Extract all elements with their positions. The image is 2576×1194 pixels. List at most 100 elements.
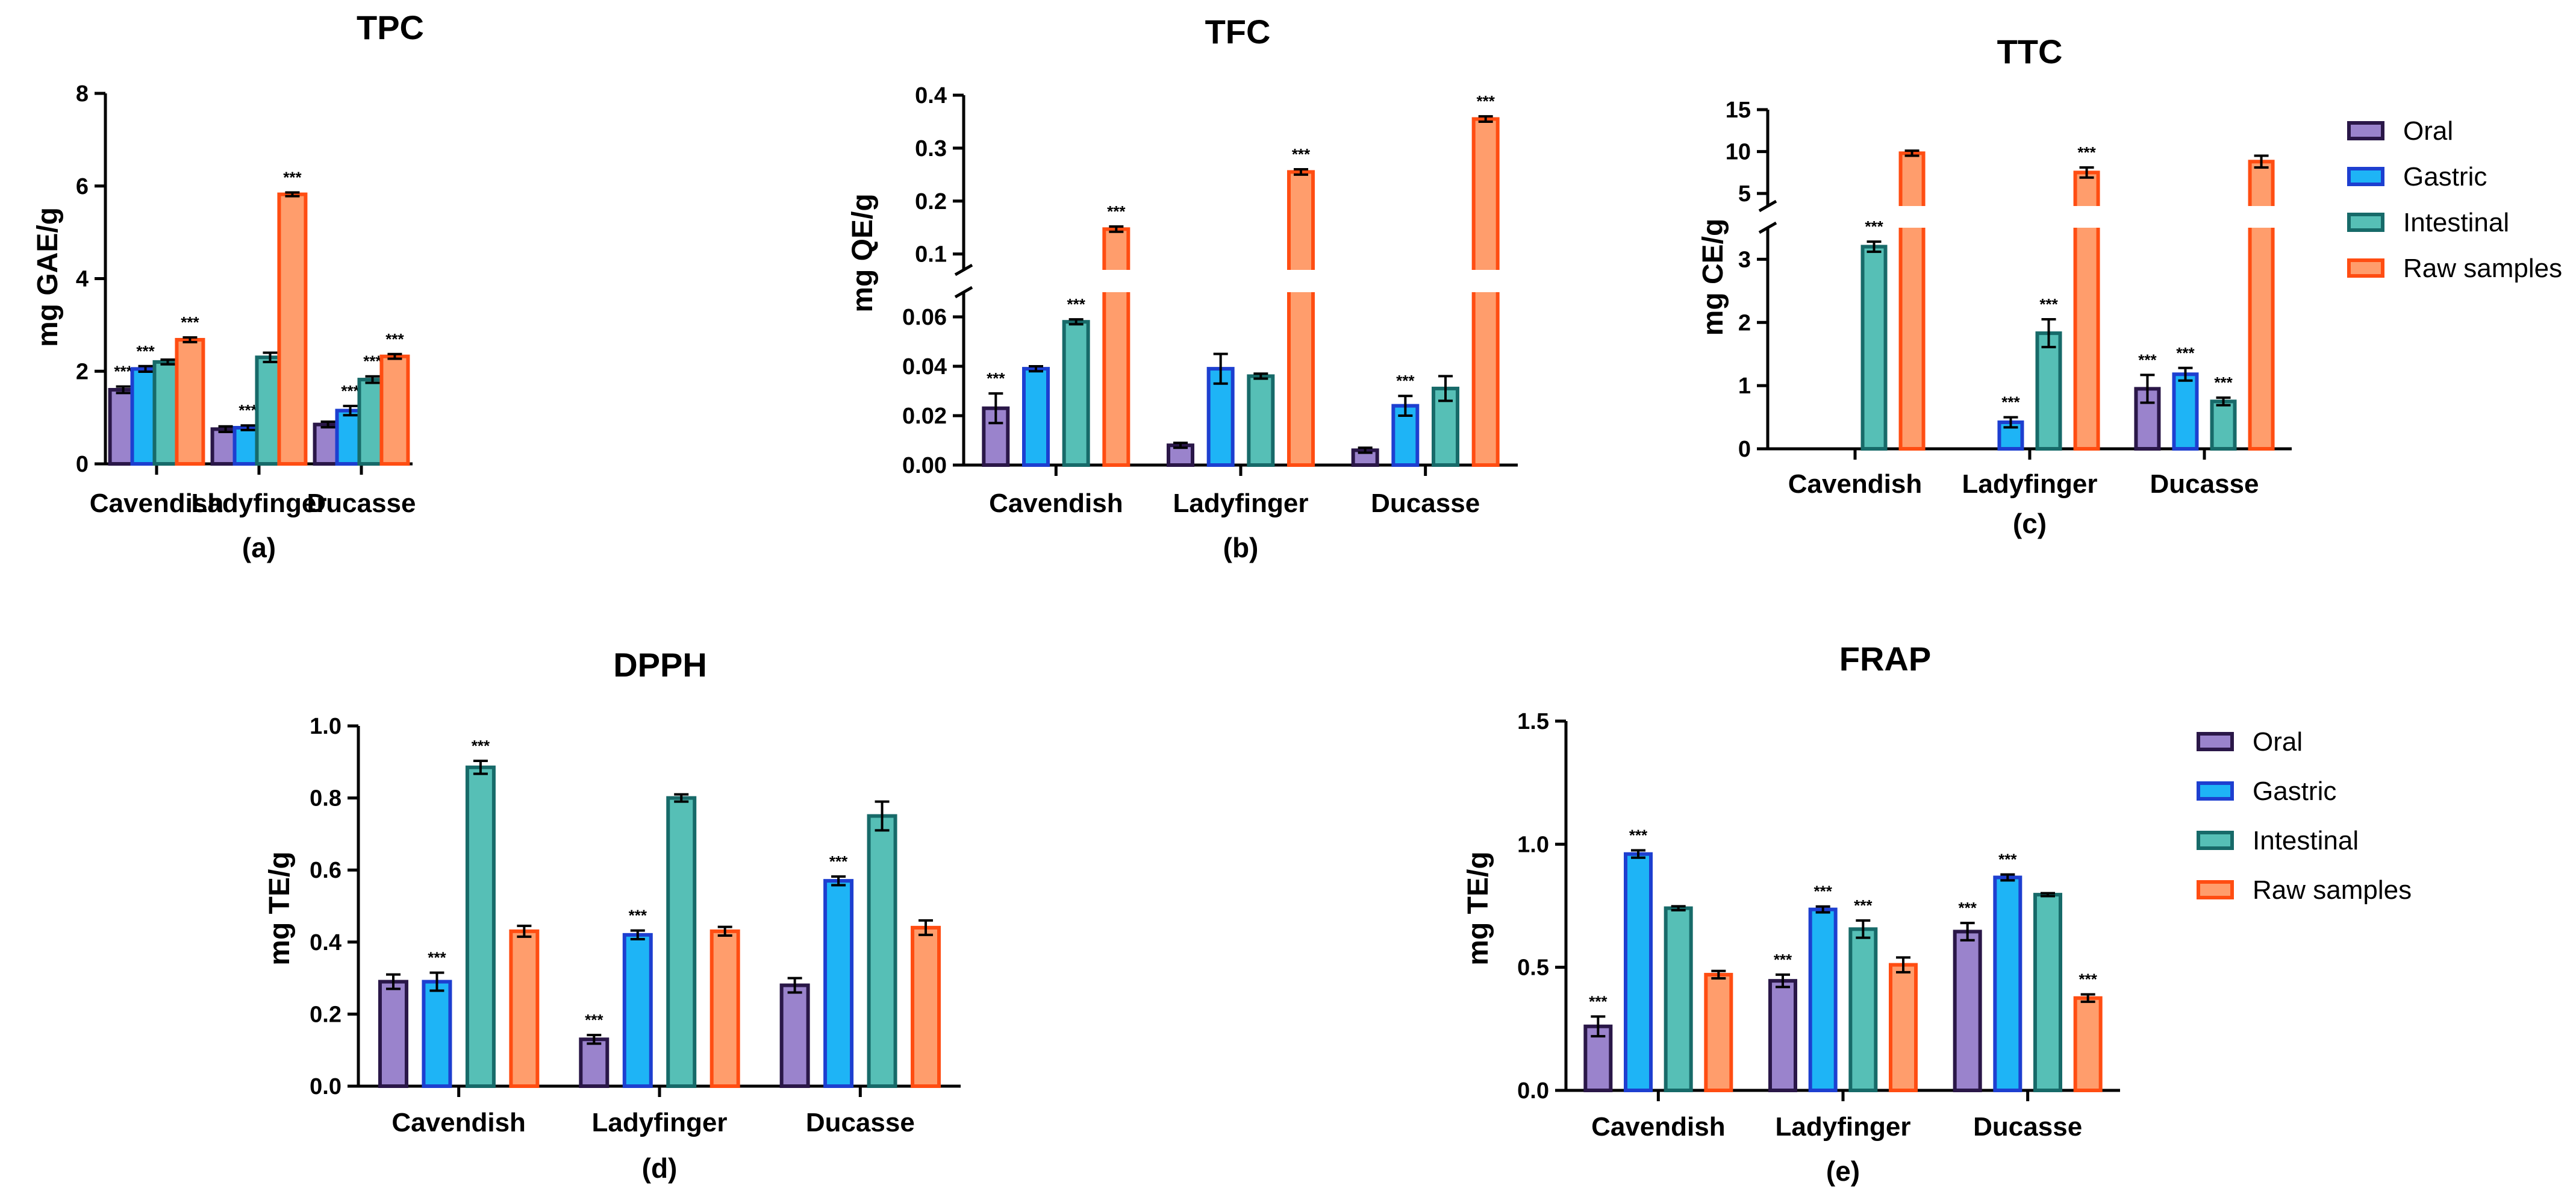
bar-raw-samples: [1704, 972, 1733, 1092]
x-category-label: Ladyfinger: [1776, 1112, 1911, 1142]
y-tick-label: 1.5: [1517, 709, 1549, 734]
bar-oral: [1768, 979, 1797, 1092]
bar-intestinal: [666, 796, 697, 1088]
y-tick-label: 3: [1738, 247, 1751, 272]
bar-intestinal: [2033, 893, 2062, 1092]
x-category-label: Ducasse: [307, 489, 416, 518]
bar-oral: [1583, 1024, 1613, 1093]
y-tick-label: 0.0: [310, 1074, 341, 1099]
y-tick-label: 0.4: [915, 83, 947, 108]
bar-intestinal: [1664, 906, 1693, 1092]
bar-oral: [378, 980, 408, 1088]
bar-raw-samples: [175, 337, 205, 466]
significance-label: ***: [1998, 851, 2017, 869]
y-tick-label: 0.0: [1517, 1078, 1549, 1104]
legend-top: Oral Gastric Intestinal Raw samples: [2347, 116, 2562, 283]
significance-label: ***: [114, 363, 133, 381]
bar-gastric: [1993, 875, 2022, 1092]
y-tick-label: 0: [76, 452, 89, 477]
bar-intestinal: [1062, 320, 1090, 467]
bar-intestinal: [867, 814, 897, 1088]
legend-swatch: [2347, 258, 2384, 278]
y-tick-label: 10: [1726, 140, 1751, 165]
bar-break-gap: [2071, 206, 2102, 228]
legend-entry-raw-samples: Raw samples: [2253, 875, 2412, 905]
x-category-label: Ladyfinger: [1962, 469, 2098, 499]
legend-entry-oral: Oral: [2253, 727, 2303, 757]
significance-label: ***: [1958, 899, 1977, 917]
bar-gastric: [622, 933, 653, 1088]
legend-entry-intestinal: Intestinal: [2253, 826, 2359, 855]
y-tick-label: 6: [76, 174, 89, 199]
y-axis-label: mg GAE/g: [32, 207, 64, 347]
y-tick-label: 0.4: [310, 930, 341, 955]
bar-intestinal: [1247, 374, 1275, 467]
legend-bottom: Oral Gastric Intestinal Raw samples: [2197, 727, 2412, 905]
y-tick-label: 0.1: [915, 242, 947, 267]
bar-gastric: [823, 879, 854, 1088]
bar-break-gap: [1897, 206, 1927, 228]
y-tick-label: 0.3: [915, 136, 947, 161]
bar-break-gap: [1100, 270, 1132, 292]
y-tick-label: 2: [76, 359, 89, 384]
bar-gastric: [1022, 367, 1050, 467]
significance-label: ***: [2214, 374, 2233, 392]
bar-intestinal: [465, 765, 496, 1088]
significance-label: ***: [629, 907, 647, 925]
significance-label: ***: [1589, 992, 1608, 1010]
legend-swatch: [2197, 781, 2234, 801]
significance-label: ***: [283, 169, 302, 187]
legend-entry-intestinal: Intestinal: [2403, 208, 2509, 237]
significance-label: ***: [181, 313, 199, 331]
panel-label: (c): [2013, 508, 2047, 539]
significance-label: ***: [341, 382, 360, 400]
significance-label: ***: [2039, 295, 2058, 313]
y-tick-label: 0.04: [902, 354, 947, 380]
panel-label: (a): [242, 532, 276, 563]
significance-label: ***: [472, 737, 490, 755]
significance-label: ***: [2001, 393, 2020, 411]
significance-label: ***: [585, 1011, 603, 1029]
legend-entry-gastric: Gastric: [2403, 162, 2487, 192]
chart-title: TFC: [1205, 13, 1271, 51]
y-tick-label: 0.5: [1517, 955, 1549, 981]
chart-panel-b: TFC mg QE/g 0.00 0.02 0.04 0.06 0.1 0.2 0.3 0.4 Ca…: [847, 13, 1518, 563]
chart-panel-e: FRAP mg TE/g 0.0 0.5 1.0 1.5 Cavendish *** *** La…: [1462, 640, 2120, 1187]
bar-raw-samples: [911, 925, 941, 1088]
significance-label: ***: [2176, 344, 2195, 362]
significance-label: ***: [1396, 372, 1415, 390]
significance-label: ***: [136, 342, 155, 360]
x-category-label: Cavendish: [1788, 469, 1923, 499]
significance-label: ***: [1107, 202, 1126, 220]
axis-break-mark: [1758, 199, 1777, 213]
significance-label: ***: [987, 369, 1005, 387]
significance-label: ***: [1854, 896, 1873, 914]
bar-raw-samples: [2248, 160, 2275, 451]
y-tick-label: 0.02: [902, 404, 947, 429]
x-category-label: Ladyfinger: [592, 1108, 728, 1137]
bar-intestinal: [2210, 399, 2237, 451]
chart-title: TTC: [1997, 33, 2063, 70]
bar-intestinal: [2035, 331, 2062, 451]
y-tick-label: 0.8: [310, 786, 341, 811]
chart-panel-d: DPPH mg TE/g 0.0 0.2 0.4 0.6 0.8 1.0 Cavendish **…: [264, 646, 961, 1184]
bar-raw-samples: [2073, 996, 2103, 1092]
bar-gastric: [422, 980, 452, 1088]
chart-title: DPPH: [613, 646, 707, 684]
y-tick-label: 8: [76, 81, 89, 107]
x-category-label: Cavendish: [391, 1108, 526, 1137]
legend-swatch: [2197, 880, 2234, 899]
y-axis-label: mg TE/g: [264, 851, 296, 965]
legend-swatch: [2197, 732, 2234, 751]
bar-oral: [1953, 930, 1982, 1093]
x-category-label: Ducasse: [1371, 489, 1480, 518]
legend-entry-raw-samples: Raw samples: [2403, 254, 2562, 283]
bar-raw-samples: [509, 929, 540, 1088]
chart-panel-c: TTC mg CE/g 0 1 2 3 5 10 15 Cavendish *** Ladyfinge…: [1697, 33, 2292, 539]
legend-entry-oral: Oral: [2403, 116, 2453, 146]
legend-swatch: [2347, 213, 2384, 232]
chart-title: TPC: [357, 8, 424, 46]
